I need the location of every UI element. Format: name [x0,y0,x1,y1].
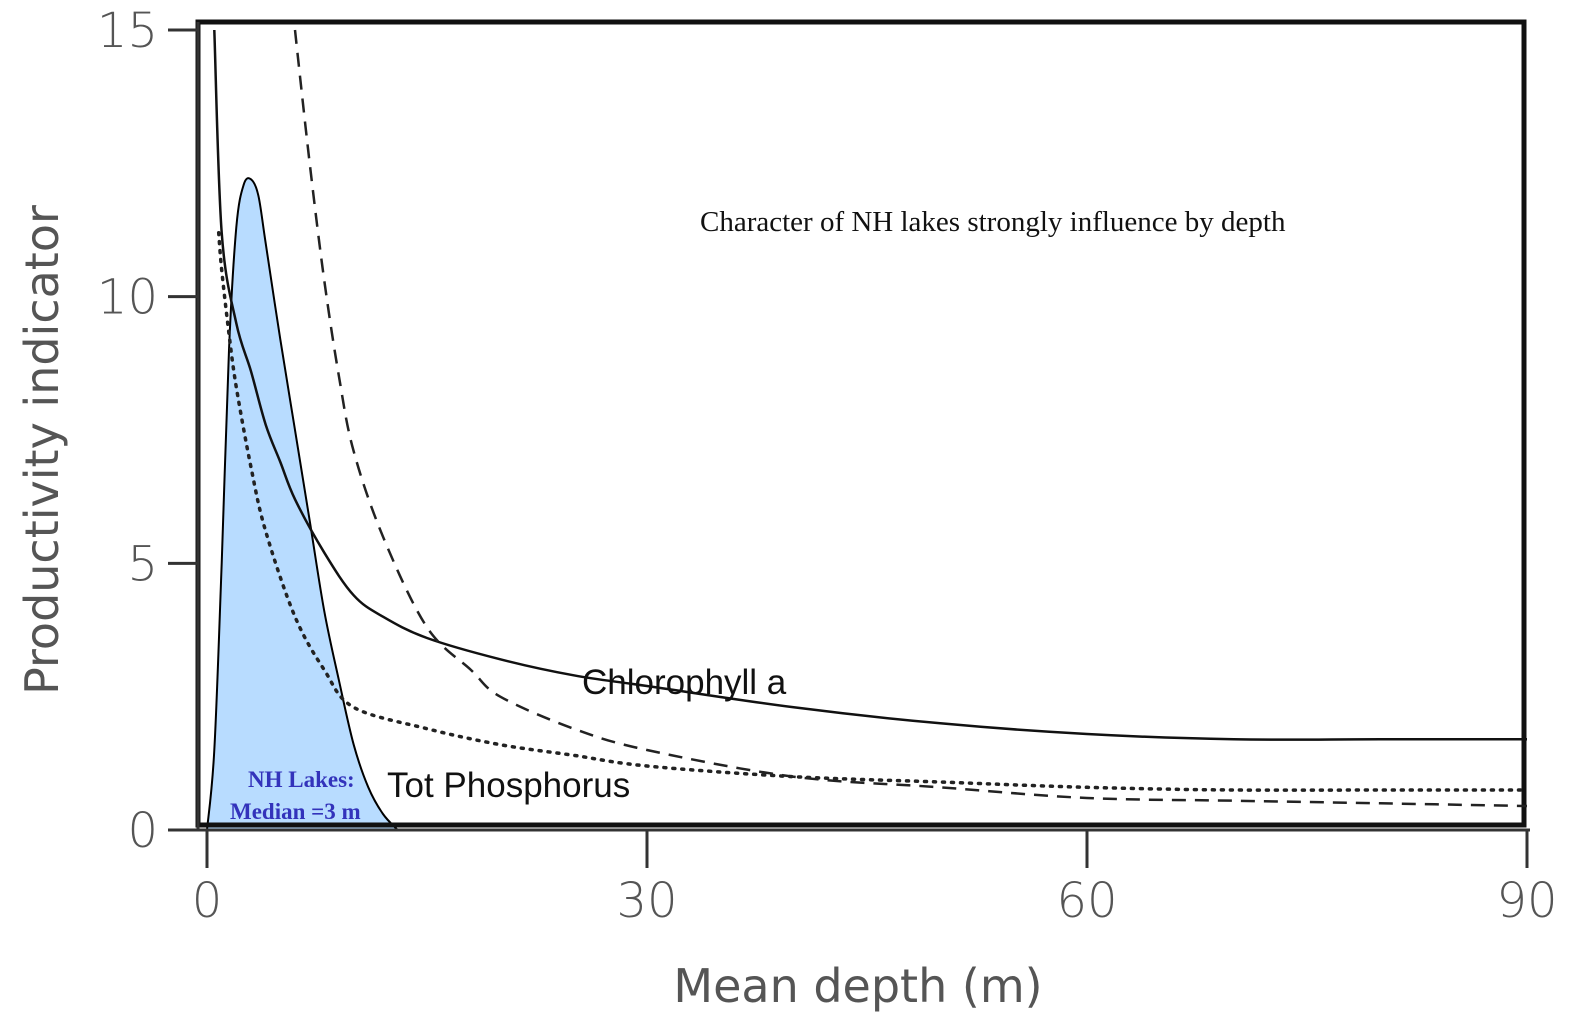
dashed-indicator-line [293,29,1528,808]
y-tick-label: 5 [127,536,158,592]
y-tick-label: 10 [97,270,158,326]
tot-phosphorus-line [216,230,1529,792]
y-tick-label: 15 [97,3,158,59]
plot-frame [195,19,1527,828]
chart-annotation: Character of NH lakes strongly influence… [700,206,1286,238]
x-tick-label: 30 [616,873,677,929]
y-tick-label: 0 [127,803,158,859]
nh-lakes-depth-distribution [205,177,400,831]
chlorophyll-a-line [213,29,1527,741]
nh-lakes-median-label: Median =3 m [230,799,361,824]
x-axis-label: Mean depth (m) [673,959,1042,1013]
nh-lakes-label: NH Lakes: [248,767,355,792]
tot-phosphorus-label: Tot Phosphorus [387,766,630,805]
x-tick-label: 60 [1056,873,1117,929]
y-axis-ticks: 0 5 10 15 [97,3,198,859]
y-axis-label: Productivity indicator [15,205,69,695]
x-axis-ticks: 0 30 60 90 [192,830,1558,929]
x-tick-label: 90 [1496,873,1557,929]
x-tick-label: 0 [192,873,223,929]
chlorophyll-a-label: Chlorophyll a [582,663,787,702]
